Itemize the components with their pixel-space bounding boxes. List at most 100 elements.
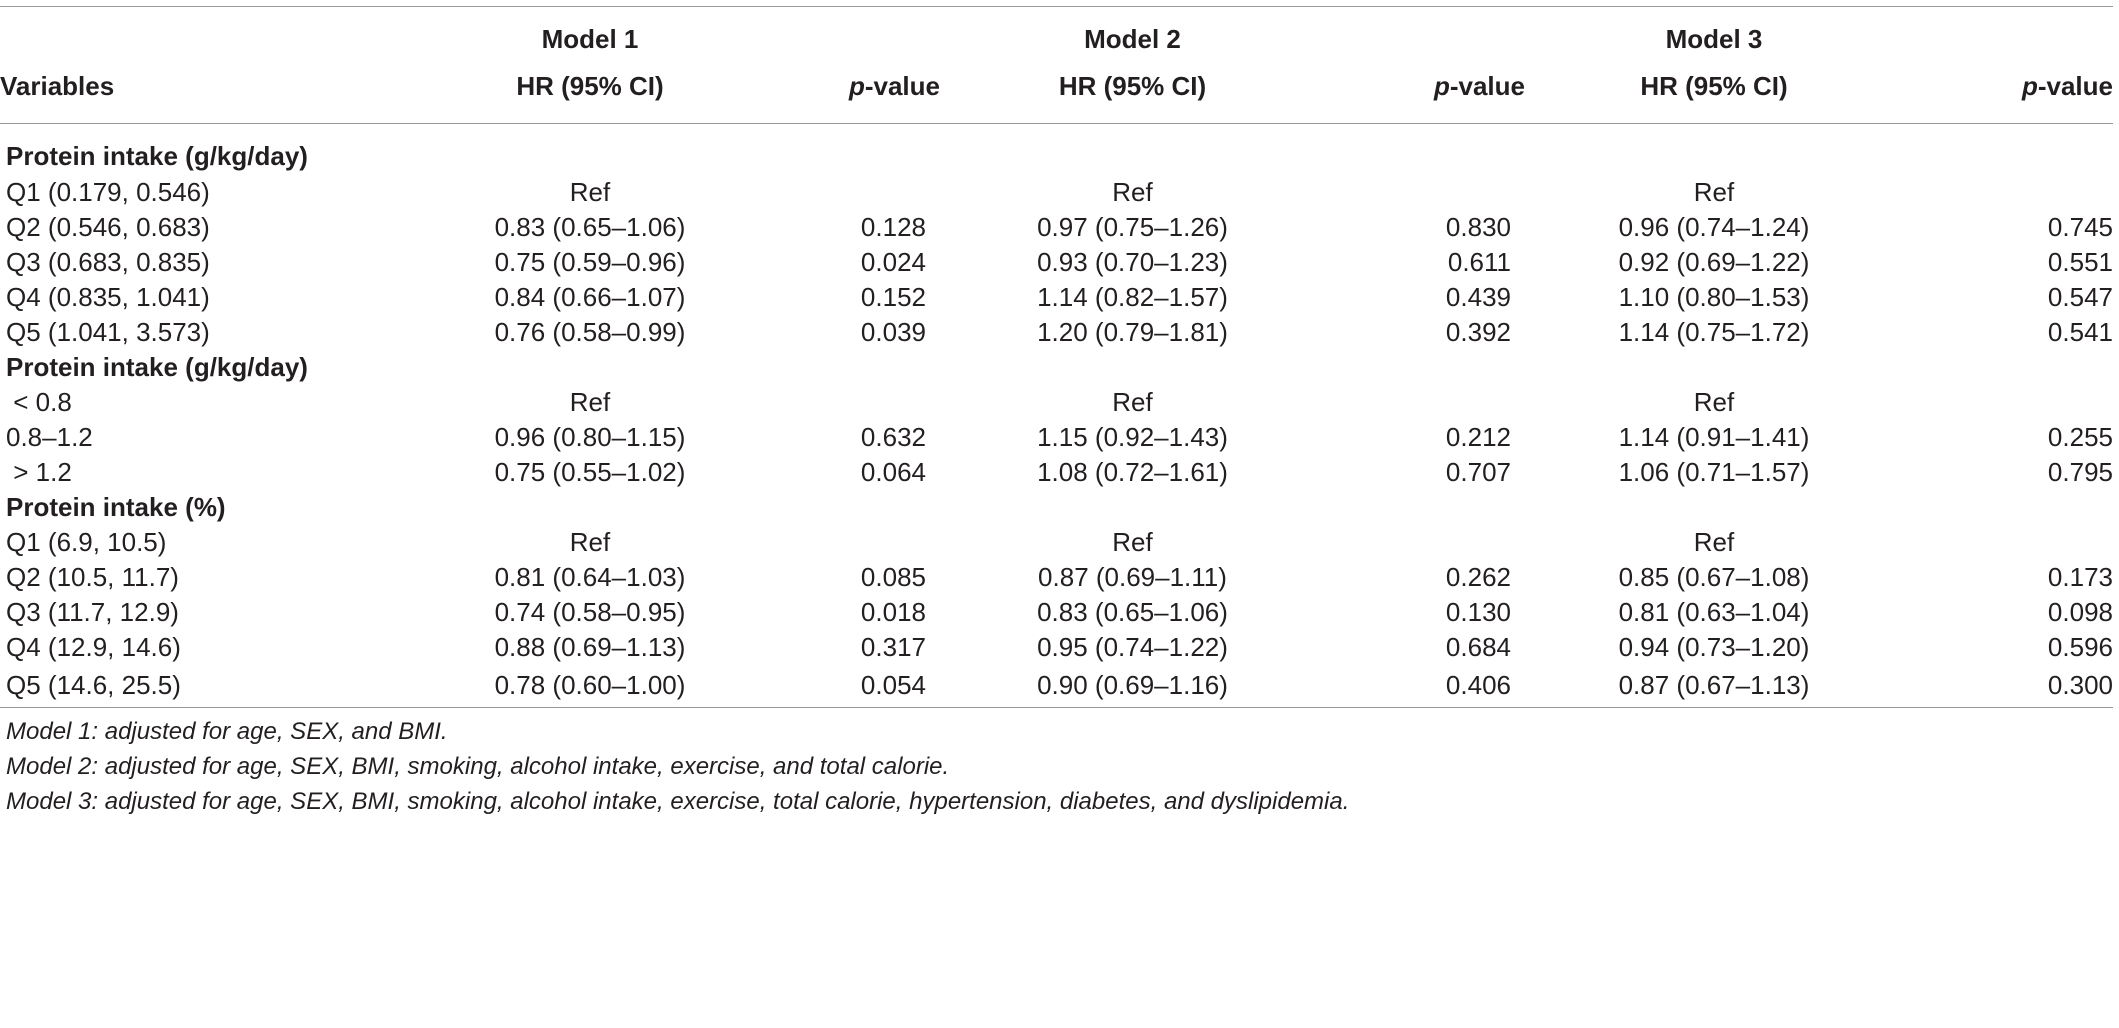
header-variables: Variables <box>0 57 440 124</box>
model-3-p-value <box>1903 525 2113 560</box>
header-blank <box>740 6 940 57</box>
header-blank <box>1903 6 2113 57</box>
model-2-p-value: 0.439 <box>1445 282 1511 312</box>
model-3-hr: 1.14 (0.91–1.41) <box>1618 422 1810 452</box>
table-row: Q5 (14.6, 25.5) 0.78 (0.60–1.00) 0.054 0.90… <box>0 665 2113 708</box>
section-title: Protein intake (g/kg/day) <box>6 352 308 382</box>
model-2-p-value <box>1325 385 1525 420</box>
section-title: Protein intake (%) <box>6 492 226 522</box>
model-3-p-value: 0.596 <box>2047 632 2113 662</box>
model-2-p-value: 0.707 <box>1445 457 1511 487</box>
model-1-p-value: 0.018 <box>860 597 926 627</box>
model-3-p-value: 0.173 <box>2047 562 2113 592</box>
row-label: Q2 (0.546, 0.683) <box>6 212 210 242</box>
model-1-hr: 0.81 (0.64–1.03) <box>494 562 686 592</box>
footnote-model-3: Model 3: adjusted for age, SEX, BMI, smo… <box>6 788 1350 815</box>
model-2-hr: 1.14 (0.82–1.57) <box>1037 282 1228 312</box>
model-2-hr: 0.87 (0.69–1.11) <box>1038 562 1227 592</box>
model-2-hr: 1.08 (0.72–1.61) <box>1037 457 1228 487</box>
table-row: Q1 (6.9, 10.5) Ref Ref Ref <box>0 525 2113 560</box>
table-row: < 0.8 Ref Ref Ref <box>0 385 2113 420</box>
model-3-hr: 1.06 (0.71–1.57) <box>1618 457 1810 487</box>
model-1-p-value <box>740 525 940 560</box>
model-3-p-value <box>1903 175 2113 210</box>
header-model-1: Model 1 <box>440 6 740 57</box>
table-footnotes: Model 1: adjusted for age, SEX, and BMI.… <box>0 714 2119 819</box>
table-row: Q5 (1.041, 3.573) 0.76 (0.58–0.99) 0.039 1.… <box>0 315 2113 350</box>
model-1-hr: Ref <box>569 387 611 417</box>
model-3-hr: 0.94 (0.73–1.20) <box>1618 632 1810 662</box>
model-3-hr: 0.96 (0.74–1.24) <box>1618 212 1810 242</box>
model-2-p-value: 0.212 <box>1445 422 1511 452</box>
model-1-p-value: 0.632 <box>860 422 926 452</box>
model-3-p-value: 0.300 <box>1903 665 2113 708</box>
model-3-hr: 1.10 (0.80–1.53) <box>1618 282 1810 312</box>
table-body: Protein intake (g/kg/day) Q1 (0.179, 0.54… <box>0 124 2113 708</box>
model-1-p-value: 0.085 <box>860 562 926 592</box>
row-label: > 1.2 <box>6 457 72 487</box>
model-1-hr: 0.96 (0.80–1.15) <box>494 422 686 452</box>
header-p-value-model-2: p-value <box>1325 57 1525 124</box>
model-2-p-value <box>1325 175 1525 210</box>
model-1-hr: 0.74 (0.58–0.95) <box>494 597 686 627</box>
header-p-value-model-1: p-value <box>740 57 940 124</box>
model-2-hr: 1.15 (0.92–1.43) <box>1037 422 1228 452</box>
model-3-p-value <box>1903 385 2113 420</box>
model-3-p-value: 0.098 <box>2047 597 2113 627</box>
footnote-model-1: Model 1: adjusted for age, SEX, and BMI. <box>6 718 448 745</box>
model-2-hr: Ref <box>1112 527 1153 557</box>
model-2-p-value: 0.392 <box>1445 317 1511 347</box>
row-label: Q3 (0.683, 0.835) <box>6 247 210 277</box>
table-row: > 1.2 0.75 (0.55–1.02) 0.064 1.08 (0.72–1.6… <box>0 455 2113 490</box>
model-2-p-value: 0.830 <box>1445 212 1511 242</box>
model-3-hr: 0.85 (0.67–1.08) <box>1618 562 1810 592</box>
footnote-model-2: Model 2: adjusted for age, SEX, BMI, smo… <box>6 753 950 780</box>
model-3-hr: Ref <box>1693 387 1735 417</box>
model-3-p-value: 0.255 <box>2047 422 2113 452</box>
model-1-hr: 0.88 (0.69–1.13) <box>494 632 686 662</box>
model-3-p-value: 0.541 <box>2047 317 2113 347</box>
header-hr-model-1: HR (95% CI) <box>440 57 740 124</box>
row-label: Q1 (6.9, 10.5) <box>6 527 167 557</box>
model-2-hr: Ref <box>1112 387 1153 417</box>
table-row: Q2 (0.546, 0.683) 0.83 (0.65–1.06) 0.128 0.… <box>0 210 2113 245</box>
row-label: Q3 (11.7, 12.9) <box>6 597 179 627</box>
model-1-p-value: 0.039 <box>860 317 926 347</box>
model-2-hr: Ref <box>1112 177 1153 207</box>
model-1-p-value <box>740 175 940 210</box>
model-1-p-value: 0.064 <box>860 457 926 487</box>
row-label: Q5 (14.6, 25.5) <box>0 665 440 708</box>
table-row: Q3 (11.7, 12.9) 0.74 (0.58–0.95) 0.018 0.83… <box>0 595 2113 630</box>
model-3-p-value: 0.547 <box>2047 282 2113 312</box>
model-1-p-value: 0.152 <box>860 282 926 312</box>
table-header: Model 1 Model 2 Model 3 Variables HR (95… <box>0 6 2113 124</box>
model-1-hr: Ref <box>569 527 611 557</box>
table-row: Q2 (10.5, 11.7) 0.81 (0.64–1.03) 0.085 0.87… <box>0 560 2113 595</box>
table-row: Q1 (0.179, 0.546) Ref Ref Ref <box>0 175 2113 210</box>
model-2-hr: 0.97 (0.75–1.26) <box>1037 212 1228 242</box>
section-row: Protein intake (g/kg/day) <box>0 350 2113 385</box>
model-2-hr: 0.95 (0.74–1.22) <box>1037 632 1228 662</box>
row-label: 0.8–1.2 <box>6 422 93 452</box>
model-3-p-value: 0.745 <box>2047 212 2113 242</box>
header-hr-model-3: HR (95% CI) <box>1525 57 1903 124</box>
model-2-p-value: 0.130 <box>1445 597 1511 627</box>
model-1-p-value: 0.317 <box>860 632 926 662</box>
row-label: Q5 (1.041, 3.573) <box>6 317 210 347</box>
model-1-p-value: 0.054 <box>740 665 940 708</box>
header-blank <box>0 6 440 57</box>
model-1-hr: 0.83 (0.65–1.06) <box>494 212 686 242</box>
model-3-hr: 0.87 (0.67–1.13) <box>1525 665 1903 708</box>
model-2-p-value <box>1325 525 1525 560</box>
model-1-hr: 0.76 (0.58–0.99) <box>494 317 686 347</box>
model-1-p-value: 0.024 <box>860 247 926 277</box>
header-blank <box>1325 6 1525 57</box>
model-3-hr: Ref <box>1693 177 1735 207</box>
model-1-hr: 0.75 (0.55–1.02) <box>494 457 686 487</box>
hazard-ratio-table: Model 1 Model 2 Model 3 Variables HR (95… <box>0 6 2113 708</box>
model-1-hr: 0.78 (0.60–1.00) <box>440 665 740 708</box>
model-3-p-value: 0.795 <box>2047 457 2113 487</box>
model-3-hr: 0.81 (0.63–1.04) <box>1618 597 1810 627</box>
row-label: Q4 (0.835, 1.041) <box>6 282 210 312</box>
row-label: < 0.8 <box>6 387 72 417</box>
